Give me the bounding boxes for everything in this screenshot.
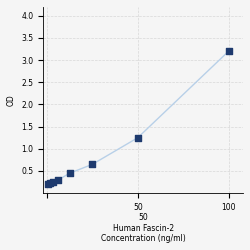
X-axis label: 50
Human Fascin-2
Concentration (ng/ml): 50 Human Fascin-2 Concentration (ng/ml)	[101, 213, 186, 243]
Point	[90, 162, 94, 166]
Point	[46, 182, 50, 186]
Point	[56, 178, 60, 182]
Point	[136, 136, 140, 140]
Point	[51, 180, 55, 184]
Point	[48, 182, 52, 186]
Point	[68, 171, 72, 175]
Y-axis label: OD: OD	[7, 94, 16, 106]
Point	[226, 49, 230, 53]
